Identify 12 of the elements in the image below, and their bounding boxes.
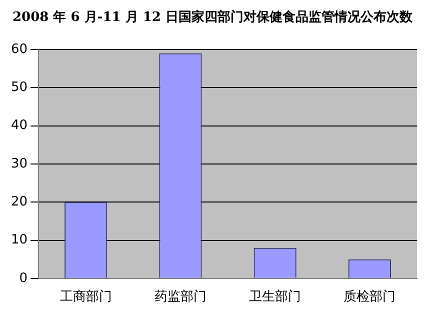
x-tick-label: 质检部门 bbox=[344, 288, 396, 305]
chart-title: 2008 年 6 月-11 月 12 日国家四部门对保健食品监管情况公布次数 bbox=[12, 9, 414, 26]
y-tick-label: 10 bbox=[10, 232, 28, 248]
y-tick-label: 0 bbox=[19, 270, 28, 286]
x-tick-label: 卫生部门 bbox=[249, 288, 302, 305]
y-tick-label: 60 bbox=[10, 42, 28, 57]
y-tick-label: 30 bbox=[10, 156, 28, 172]
y-tick-label: 40 bbox=[10, 118, 28, 134]
x-tick-label: 工商部门 bbox=[60, 288, 112, 305]
y-tick-label: 20 bbox=[10, 194, 28, 210]
x-tick-label: 药监部门 bbox=[154, 288, 206, 305]
y-tick-label: 50 bbox=[10, 80, 28, 96]
